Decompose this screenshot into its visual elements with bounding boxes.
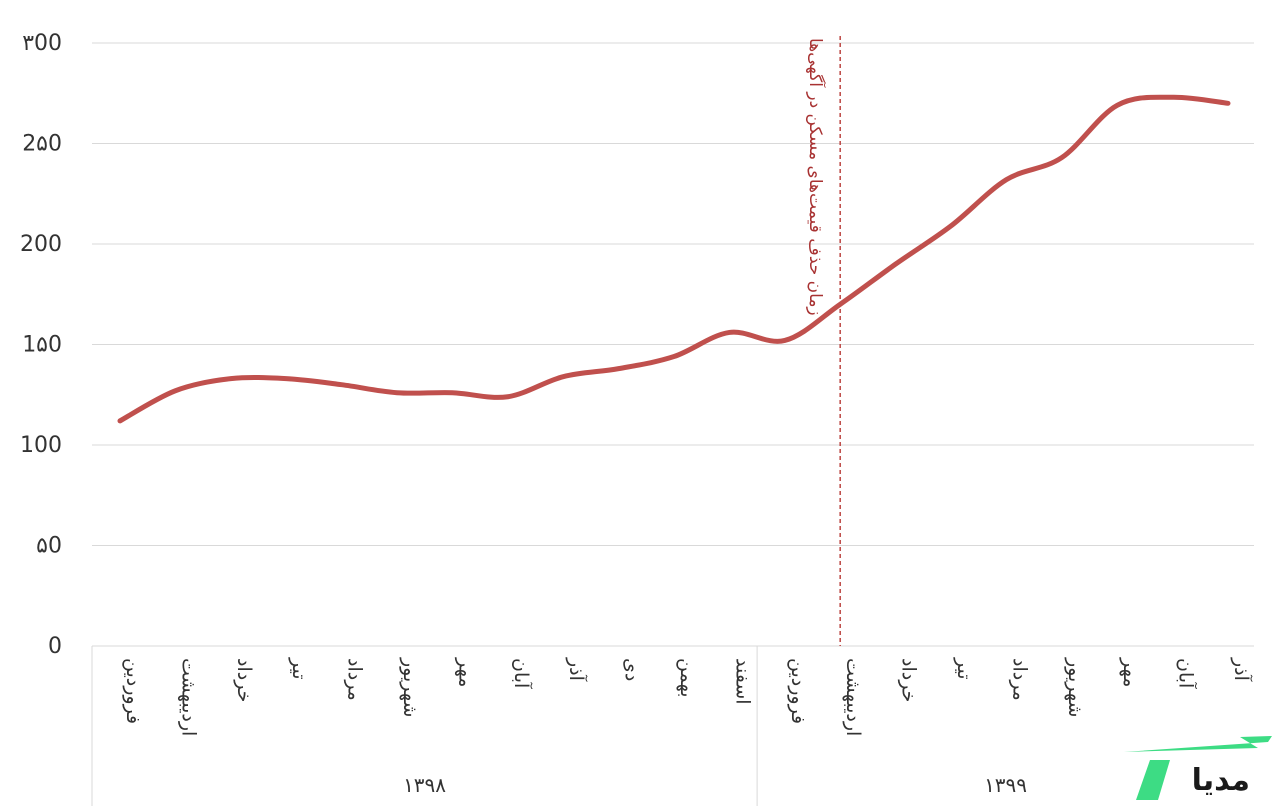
logo-stroke-icon [1136, 760, 1170, 800]
group-label: ۱۳۹۸ [403, 773, 446, 797]
x-tick-label: خرداد [233, 658, 255, 702]
y-tick-label: 1۵0 [22, 333, 62, 358]
logo-mark-icon [1124, 736, 1272, 752]
x-tick-label: مهر [1119, 657, 1141, 687]
x-tick-label: آبان [510, 658, 534, 689]
x-tick-label: مهر [454, 657, 476, 687]
x-axis: ۱۳۹۸ ۱۳۹۹ فروردین اردیبهشت خرداد تیر مرداد شهری… [92, 646, 1254, 806]
series-layer [120, 97, 1228, 421]
x-tick-label: آذر [1230, 657, 1254, 682]
gridlines [92, 43, 1254, 646]
logo-text: مدیا [1192, 763, 1250, 798]
x-tick-label: خرداد [898, 658, 920, 702]
x-tick-label: بهمن [676, 658, 698, 698]
y-tick-label: 200 [20, 232, 62, 257]
x-tick-label: آذر [565, 657, 589, 682]
y-tick-label: ۵0 [36, 534, 62, 559]
x-tick-label: شهریور [1064, 657, 1086, 717]
x-tick-label: تیر [288, 657, 310, 680]
group-label: ۱۳۹۹ [984, 773, 1027, 797]
x-tick-label: فروردین [787, 658, 809, 724]
x-tick-label: اردیبهشت [177, 658, 199, 736]
x-tick-label: مرداد [1008, 658, 1030, 701]
annotation-layer: زمان حذف قیمت‌های مسکن در آگهی‌ها [805, 36, 840, 646]
y-tick-label: ۳00 [22, 31, 62, 56]
x-tick-label: تیر [953, 657, 975, 680]
x-tick-label: دی [621, 658, 643, 681]
y-tick-label: 100 [20, 433, 62, 458]
series-line [120, 97, 1228, 421]
y-axis-ticks: 0 ۵0 100 1۵0 200 2۵0 ۳00 [20, 31, 62, 659]
y-tick-label: 2۵0 [22, 132, 62, 157]
y-tick-label: 0 [48, 634, 62, 659]
x-tick-label: مرداد [344, 658, 366, 701]
x-tick-label: شهریور [399, 657, 421, 717]
x-tick-label: اسفند [731, 658, 753, 705]
x-tick-label: اردیبهشت [842, 658, 864, 736]
x-tick-label: آبان [1175, 658, 1199, 689]
annotation-label: زمان حذف قیمت‌های مسکن در آگهی‌ها [805, 38, 827, 316]
x-tick-label: فروردین [122, 658, 144, 724]
medya-logo: مدیا [1124, 736, 1272, 800]
